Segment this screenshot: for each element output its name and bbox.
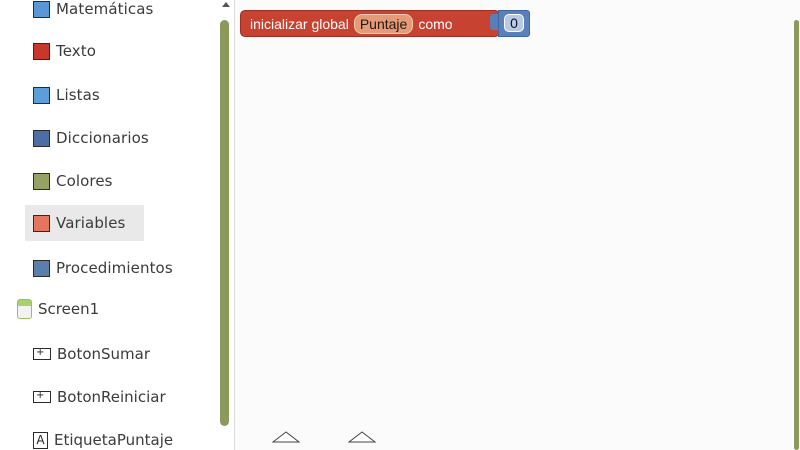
label-icon: A bbox=[33, 431, 48, 449]
category-label: Colores bbox=[56, 172, 113, 190]
screen-icon bbox=[17, 299, 32, 319]
category-label: Procedimientos bbox=[56, 259, 173, 277]
zoom-in-triangle-icon[interactable] bbox=[272, 431, 300, 450]
block-category-colors[interactable]: Colores bbox=[33, 163, 113, 199]
block-category-text[interactable]: Texto bbox=[33, 33, 96, 69]
initialize-global-variable-block[interactable]: inicializar global Puntaje como bbox=[240, 10, 500, 37]
category-label: Variables bbox=[56, 214, 126, 232]
workspace-scrollbar[interactable] bbox=[794, 20, 799, 450]
math-category-icon bbox=[33, 0, 50, 18]
variable-name-field[interactable]: Puntaje bbox=[353, 13, 414, 34]
lists-category-icon bbox=[33, 86, 50, 104]
zoom-out-triangle-icon[interactable] bbox=[348, 431, 376, 450]
procedures-category-icon bbox=[33, 259, 50, 277]
blocks-workspace[interactable] bbox=[234, 0, 800, 450]
variables-category-icon bbox=[33, 214, 50, 232]
component-label: Screen1 bbox=[38, 300, 100, 318]
colors-category-icon bbox=[33, 172, 50, 190]
block-category-dictionaries[interactable]: Diccionarios bbox=[33, 120, 149, 156]
component-label: BotonReiniciar bbox=[57, 388, 166, 406]
component-label: EtiquetaPuntaje bbox=[54, 431, 174, 449]
number-value-field[interactable]: 0 bbox=[504, 14, 524, 32]
sidebar-scrollbar[interactable] bbox=[220, 20, 229, 426]
scroll-up-icon[interactable] bbox=[222, 2, 230, 7]
component-boton-reiniciar[interactable]: + BotonReiniciar bbox=[33, 382, 166, 412]
block-prefix-text: inicializar global bbox=[250, 15, 349, 32]
component-screen1[interactable]: Screen1 bbox=[17, 294, 99, 324]
category-label: Diccionarios bbox=[56, 129, 149, 147]
blocks-drawer: Matemáticas Texto Listas Diccionarios Co… bbox=[0, 0, 233, 450]
dictionaries-category-icon bbox=[33, 129, 50, 147]
block-category-lists[interactable]: Listas bbox=[33, 77, 100, 113]
category-label: Texto bbox=[56, 42, 97, 60]
component-label: BotonSumar bbox=[57, 345, 151, 363]
block-category-math[interactable]: Matemáticas bbox=[33, 0, 153, 27]
block-category-procedures[interactable]: Procedimientos bbox=[33, 250, 173, 286]
button-icon: + bbox=[33, 348, 51, 360]
component-boton-sumar[interactable]: + BotonSumar bbox=[33, 339, 150, 369]
text-category-icon bbox=[33, 42, 50, 60]
category-label: Matemáticas bbox=[56, 0, 154, 18]
block-category-variables[interactable]: Variables bbox=[25, 205, 144, 241]
component-etiqueta-puntaje[interactable]: A EtiquetaPuntaje bbox=[33, 425, 173, 450]
value-socket bbox=[490, 14, 500, 30]
category-label: Listas bbox=[56, 86, 100, 104]
button-icon: + bbox=[33, 391, 51, 403]
block-suffix-text: como bbox=[418, 15, 453, 32]
